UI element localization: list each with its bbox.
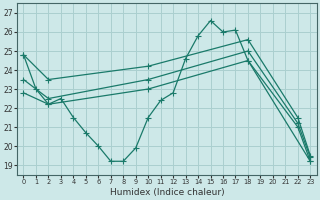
X-axis label: Humidex (Indice chaleur): Humidex (Indice chaleur)	[109, 188, 224, 197]
